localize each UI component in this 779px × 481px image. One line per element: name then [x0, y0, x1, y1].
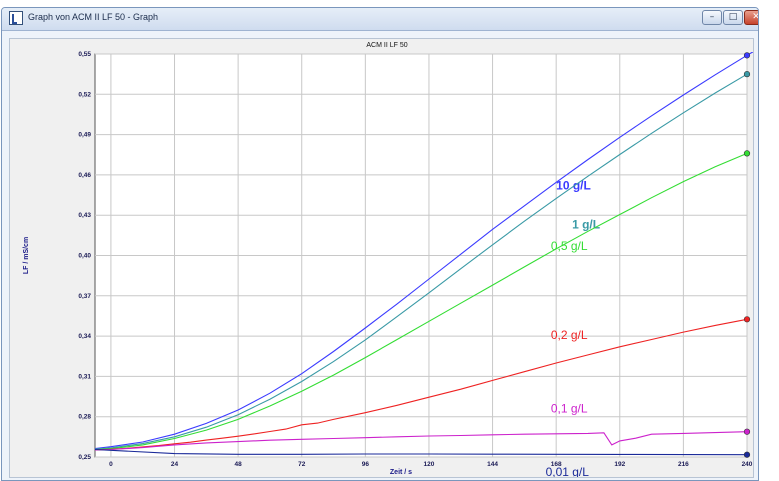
series-end-marker — [743, 71, 751, 78]
x-tick-label: 120 — [424, 461, 435, 468]
series-label: 0,01 g/L — [546, 465, 590, 477]
series-line — [95, 73, 748, 450]
close-button[interactable]: ✕ — [744, 10, 758, 25]
y-tick-label: 0,37 — [78, 293, 91, 300]
series-end-marker — [743, 52, 751, 59]
x-tick-label: 48 — [235, 461, 243, 468]
x-axis-label: Zeit / s — [390, 469, 412, 476]
x-tick-labels: 0 24 48 72 96 120 144 168 192 216 240 — [109, 461, 753, 468]
maximize-button[interactable]: □ — [723, 10, 743, 25]
graph-app-icon — [9, 11, 23, 25]
graph-window: Graph von ACM II LF 50 - Graph – □ ✕ 0,2… — [1, 7, 759, 481]
window-title: Graph von ACM II LF 50 - Graph — [28, 12, 159, 22]
y-tick-label: 0,49 — [78, 132, 91, 139]
y-tick-label: 0,55 — [78, 51, 91, 58]
series-label: 0,1 g/L — [551, 402, 588, 416]
x-tick-label: 96 — [362, 461, 370, 468]
series-line — [95, 318, 748, 451]
series-lines: 10 g/L1 g/L0,5 g/L0,2 g/L0,1 g/L0,01 g/L — [95, 52, 753, 477]
series-end-marker — [743, 316, 751, 323]
series-label: 0,2 g/L — [551, 328, 588, 342]
series-line — [95, 431, 748, 451]
x-tick-label: 240 — [742, 461, 753, 468]
series-line — [95, 52, 753, 450]
y-tick-label: 0,46 — [78, 172, 91, 179]
y-tick-label: 0,40 — [78, 253, 91, 260]
line-chart: 0,25 0,28 0,31 0,34 0,37 0,40 0,43 0,46 0,49 0,52… — [23, 42, 753, 477]
x-tick-label: 0 — [109, 461, 113, 468]
x-tick-label: 168 — [551, 461, 562, 468]
series-end-marker — [743, 428, 751, 435]
y-tick-label: 0,31 — [78, 373, 91, 380]
x-tick-label: 144 — [487, 461, 498, 468]
chart-area: 0,25 0,28 0,31 0,34 0,37 0,40 0,43 0,46 0,49 0,52… — [9, 38, 754, 478]
y-tick-label: 0,28 — [78, 414, 91, 421]
y-tick-labels: 0,25 0,28 0,31 0,34 0,37 0,40 0,43 0,46 0,49 0,52… — [78, 51, 91, 461]
y-tick-label: 0,43 — [78, 212, 91, 219]
x-tick-label: 192 — [614, 461, 625, 468]
x-tick-label: 216 — [678, 461, 689, 468]
series-end-marker — [743, 451, 751, 458]
y-axis-label: LF / mS/cm — [23, 237, 30, 274]
series-line — [95, 152, 748, 451]
series-line — [95, 448, 748, 456]
x-tick-label: 24 — [171, 461, 179, 468]
x-tick-label: 72 — [298, 461, 306, 468]
y-tick-label: 0,52 — [78, 91, 91, 98]
grid — [95, 53, 748, 458]
chart-title: ACM II LF 50 — [366, 42, 407, 49]
series-label: 0,5 g/L — [551, 239, 588, 253]
series-label: 1 g/L — [572, 218, 600, 232]
series-end-marker — [743, 150, 751, 157]
title-bar[interactable]: Graph von ACM II LF 50 - Graph – □ ✕ — [2, 8, 758, 31]
y-tick-label: 0,34 — [78, 333, 91, 340]
y-tick-label: 0,25 — [78, 454, 91, 461]
minimize-button[interactable]: – — [702, 10, 722, 25]
